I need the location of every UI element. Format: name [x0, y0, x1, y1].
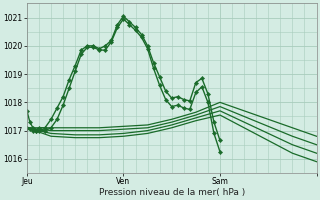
X-axis label: Pression niveau de la mer( hPa ): Pression niveau de la mer( hPa )	[99, 188, 245, 197]
